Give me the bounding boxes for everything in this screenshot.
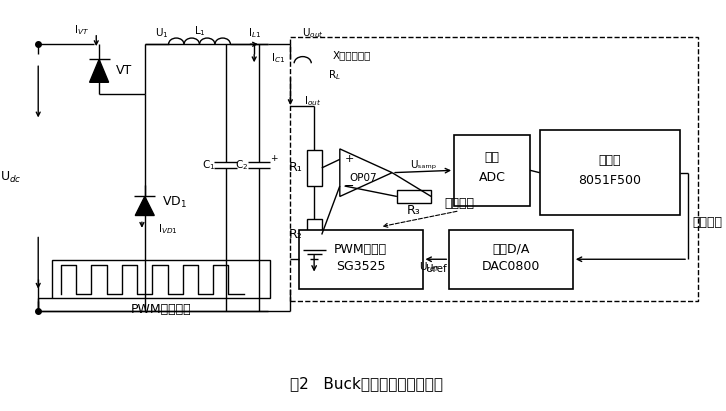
Bar [299, 230, 423, 289]
Text: +: + [345, 155, 354, 164]
Text: I$_{out}$: I$_{out}$ [303, 95, 321, 108]
Bar [539, 130, 680, 215]
Text: OP07: OP07 [349, 173, 378, 183]
Text: 片内: 片内 [484, 151, 499, 164]
Text: U$_{dc}$: U$_{dc}$ [0, 170, 21, 185]
Bar [306, 219, 322, 250]
Polygon shape [135, 196, 155, 215]
Text: X射线管灯丝: X射线管灯丝 [333, 51, 372, 61]
Text: C$_2$: C$_2$ [235, 158, 248, 172]
Bar [290, 37, 698, 301]
Text: VT: VT [116, 65, 132, 77]
Text: I$_{VT}$: I$_{VT}$ [75, 23, 89, 37]
Text: I$_{C1}$: I$_{C1}$ [272, 52, 285, 65]
Text: 电压参考: 电压参考 [445, 196, 475, 210]
Text: I$_{VD1}$: I$_{VD1}$ [158, 222, 178, 236]
Text: 图2   Buck变换器及其反馈回路: 图2 Buck变换器及其反馈回路 [290, 376, 443, 391]
Text: U$_{ref}$: U$_{ref}$ [419, 260, 440, 274]
Text: R₂: R₂ [289, 228, 303, 241]
Text: 片外D/A: 片外D/A [492, 243, 530, 256]
Text: ADC: ADC [478, 171, 505, 185]
Text: U$_1$: U$_1$ [155, 26, 168, 40]
Text: SG3525: SG3525 [336, 260, 386, 273]
Text: R₃: R₃ [407, 204, 421, 217]
Bar [449, 230, 573, 289]
Text: −: − [344, 180, 354, 192]
Text: PWM控制器: PWM控制器 [334, 243, 387, 256]
Text: U$_{out}$: U$_{out}$ [302, 26, 324, 40]
Text: +: + [270, 154, 278, 163]
Text: DAC0800: DAC0800 [482, 260, 540, 273]
Text: VD$_1$: VD$_1$ [162, 195, 187, 210]
Text: L$_1$: L$_1$ [194, 24, 205, 38]
Text: R$_L$: R$_L$ [328, 68, 341, 81]
Text: 反馈回路: 反馈回路 [693, 216, 723, 229]
Text: I$_{L1}$: I$_{L1}$ [248, 26, 261, 40]
Bar [306, 150, 322, 186]
Text: 8051F500: 8051F500 [579, 174, 642, 187]
Polygon shape [89, 60, 109, 82]
Text: Uref: Uref [425, 264, 446, 274]
Text: C$_1$: C$_1$ [202, 158, 215, 172]
Text: 单片机: 单片机 [599, 154, 621, 167]
Bar [454, 135, 530, 206]
Text: Uₛₐₘₚ: Uₛₐₘₚ [410, 160, 436, 170]
Bar [52, 260, 270, 298]
Text: R₁: R₁ [289, 162, 303, 174]
Bar [397, 190, 431, 203]
Text: PWM波形输出: PWM波形输出 [131, 303, 191, 316]
